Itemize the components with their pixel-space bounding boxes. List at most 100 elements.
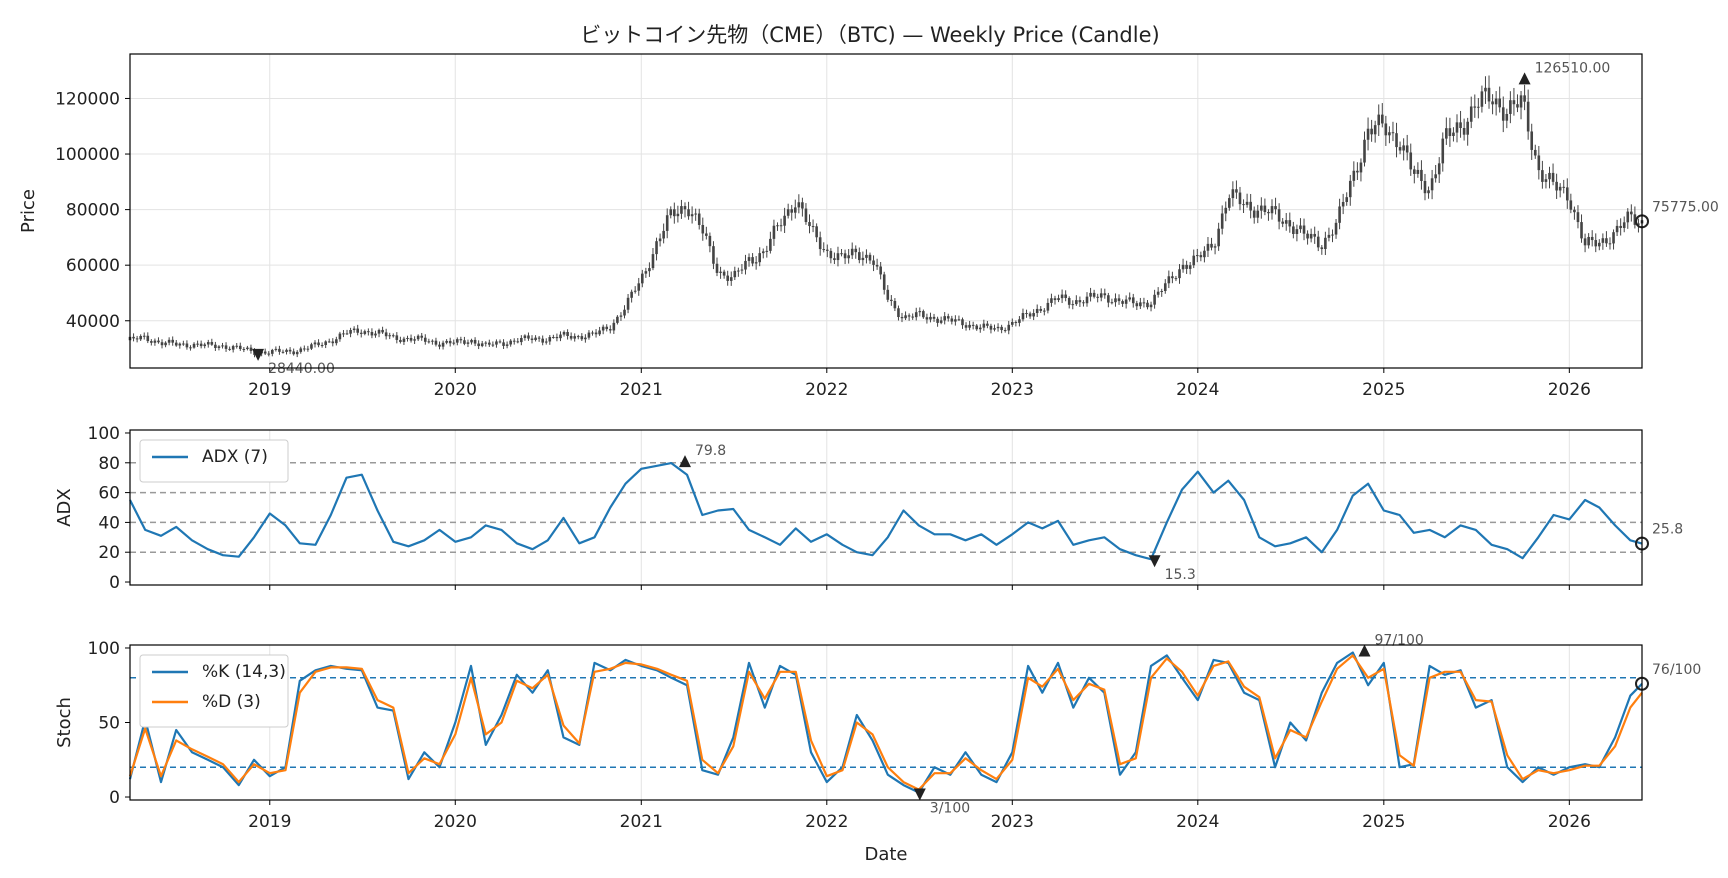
candle-body (946, 316, 950, 319)
candle-body (1324, 237, 1327, 250)
candle-body (1288, 220, 1292, 227)
candle-body (705, 233, 708, 236)
candle-body (1526, 101, 1530, 132)
candle-body (242, 349, 246, 351)
candle-body (701, 224, 705, 234)
candle-body (203, 344, 207, 347)
plot-frame (129, 429, 1643, 586)
y-axis-label: Price (18, 189, 39, 233)
candle-body (797, 202, 801, 208)
candle-body (448, 340, 452, 344)
candle-body (142, 335, 146, 337)
candle-body (559, 334, 562, 339)
candle-body (655, 241, 658, 255)
candle-body (206, 342, 210, 345)
candle-body (192, 343, 196, 348)
candle-body (1320, 247, 1324, 250)
candle-body (463, 340, 466, 344)
candle-body (1171, 276, 1174, 279)
candle-body (409, 337, 413, 341)
candle-body (1000, 326, 1003, 331)
candle-body (1010, 322, 1014, 325)
candle-body (747, 257, 751, 261)
candle-body (228, 348, 231, 350)
candle-body (1021, 313, 1025, 320)
candle-body (1309, 233, 1313, 239)
candle-body (374, 333, 377, 336)
candle-body (523, 335, 527, 339)
candle-body (1295, 229, 1299, 235)
candle-body (509, 340, 512, 345)
candle-body (249, 347, 253, 351)
candle-body (890, 299, 893, 301)
candle-body (1452, 132, 1455, 137)
candle-body (1388, 132, 1391, 136)
y-tick-label: 50 (98, 714, 120, 734)
candle-body (726, 275, 729, 281)
candle-body (221, 345, 224, 347)
candle-body (1427, 190, 1430, 194)
candle-body (406, 337, 409, 339)
candle-body (1544, 179, 1548, 182)
candle-body (1555, 181, 1558, 191)
legend-label: %K (14,3) (202, 662, 286, 682)
candle-body (199, 343, 203, 347)
candle-body (1267, 211, 1270, 214)
y-tick-label: 40 (98, 513, 120, 533)
y-tick-label: 20 (98, 543, 120, 563)
candle-body (423, 337, 427, 342)
candle-body (939, 320, 943, 323)
candle-body (897, 308, 900, 318)
candle-body (416, 335, 420, 340)
y-tick-label: 120000 (55, 89, 120, 109)
candle-body (327, 341, 331, 343)
y-tick-label: 100 (88, 424, 120, 444)
candle-body (1103, 293, 1107, 296)
candle-body (345, 333, 349, 335)
candle-body (1405, 145, 1409, 153)
candle-body (288, 349, 292, 352)
candle-body (907, 315, 911, 317)
candle-body (804, 208, 808, 223)
candle-body (971, 324, 975, 326)
candle-body (751, 257, 754, 264)
down-marker (913, 788, 926, 801)
candle-body (1131, 297, 1135, 304)
candle-body (1619, 225, 1622, 228)
candle-body (936, 318, 939, 323)
candle-body (367, 331, 370, 333)
candle-body (231, 346, 235, 350)
candle-body (911, 316, 914, 318)
candle-body (1630, 211, 1633, 215)
candle-body (1089, 292, 1092, 297)
candle-body (605, 326, 609, 330)
candle-body (562, 332, 566, 335)
candle-body (267, 353, 271, 355)
candle-body (1505, 113, 1509, 121)
candle-body (505, 344, 509, 346)
candle-body (1174, 278, 1178, 280)
candle-body (829, 250, 833, 259)
candle-body (431, 340, 434, 342)
candle-body (840, 253, 843, 255)
x-tick-label: 2020 (434, 812, 477, 832)
candle-body (697, 213, 701, 225)
candle-body (1035, 308, 1039, 314)
candle-body (1466, 121, 1469, 135)
candle-body (825, 249, 829, 251)
y-tick-label: 100 (88, 639, 120, 659)
candle-body (1114, 298, 1117, 303)
candle-body (879, 266, 882, 275)
candle-body (491, 344, 495, 346)
candle-body (399, 339, 402, 342)
candle-body (303, 348, 306, 350)
candle-body (352, 328, 356, 331)
candle-body (1128, 297, 1131, 300)
candle-body (1071, 304, 1075, 306)
candle-body (1078, 300, 1082, 303)
candle-body (356, 328, 359, 333)
candle-body (157, 340, 160, 343)
candle-body (1060, 294, 1064, 299)
candle-body (651, 254, 655, 269)
candle-body (1284, 220, 1288, 224)
